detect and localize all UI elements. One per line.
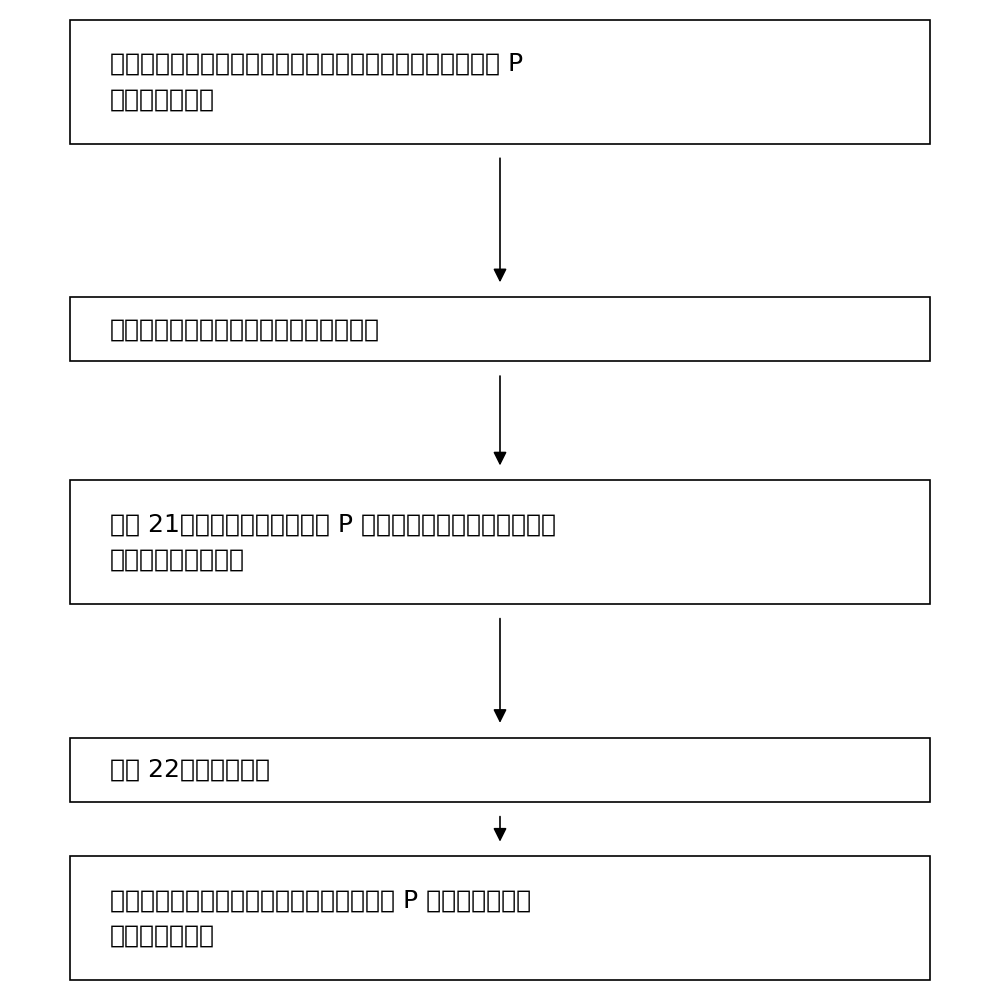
Text: 步骤一、采用和产品外延片相同工艺在测试外延片表面形成 P
型高阻外延层。: 步骤一、采用和产品外延片相同工艺在测试外延片表面形成 P 型高阻外延层。 [110,51,523,112]
FancyBboxPatch shape [70,738,930,802]
Text: 步骤 21、采用去离子水对形成 P 型高阻外延层的表面进行冲洗
并形成自然氧化膜。: 步骤 21、采用去离子水对形成 P 型高阻外延层的表面进行冲洗 并形成自然氧化膜… [110,513,556,571]
FancyBboxPatch shape [70,297,930,361]
FancyBboxPatch shape [70,20,930,144]
Text: 步骤二、对测试外延片进行测试预处理：: 步骤二、对测试外延片进行测试预处理： [110,317,380,342]
FancyBboxPatch shape [70,480,930,604]
Text: 步骤 22、进行用干。: 步骤 22、进行用干。 [110,757,270,782]
FancyBboxPatch shape [70,856,930,980]
Text: 步骤三、采用四探针测试仪对测试外延片的 P 型高阻外延层进
行电阵率测试。: 步骤三、采用四探针测试仪对测试外延片的 P 型高阻外延层进 行电阵率测试。 [110,889,531,948]
